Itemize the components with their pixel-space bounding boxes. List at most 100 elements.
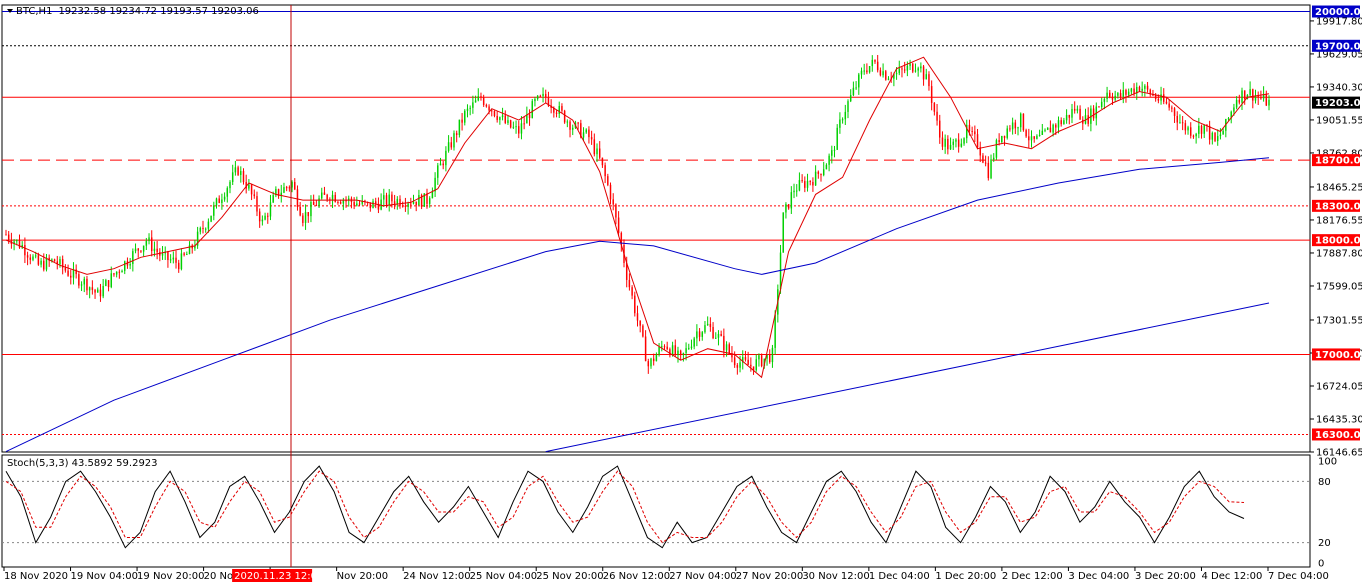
y-axis-tick-label: 16435.30 (1316, 415, 1362, 426)
candle-body (647, 361, 650, 367)
candle-body (555, 112, 558, 114)
header-dropdown-icon[interactable] (7, 9, 13, 13)
candle-body (1133, 88, 1135, 94)
candle-body (879, 70, 882, 76)
long-ma-line (545, 302, 1270, 453)
candle-body (504, 115, 507, 123)
candle-body (447, 142, 450, 151)
candle-body (480, 96, 482, 98)
candle-body (1181, 122, 1184, 124)
candle-body (1025, 130, 1027, 137)
candle-body (922, 66, 925, 80)
candle-body (264, 215, 266, 220)
candle-body (898, 68, 901, 74)
candle-body (493, 110, 496, 116)
candle-body (982, 155, 984, 163)
candle-body (590, 137, 593, 140)
level-label: 18000.00 (1315, 236, 1362, 247)
candle-body (545, 93, 547, 98)
candle-body (966, 124, 968, 139)
candle-body (1092, 108, 1095, 119)
candle-body (118, 271, 121, 273)
candle-body (642, 325, 644, 337)
candle-body (482, 97, 485, 105)
candle-body (577, 122, 579, 124)
candle-body (426, 193, 428, 204)
candle-body (949, 144, 952, 150)
candle-body (385, 195, 388, 205)
candle-body (137, 248, 139, 251)
current-price-tag (1312, 96, 1360, 109)
candle-body (501, 115, 504, 118)
candle-body (272, 195, 274, 203)
candle-body (237, 167, 239, 175)
stoch-signal-line (5, 470, 1245, 544)
y-axis-tick-label: 18762.80 (1316, 148, 1362, 159)
candle-body (1022, 113, 1025, 131)
candle-body (1006, 128, 1008, 138)
x-axis-tick-label: 2 Dec 12:00 (1002, 571, 1063, 582)
candle-body (655, 354, 658, 362)
candle-body (957, 139, 960, 147)
candle-body (849, 95, 852, 102)
candle-body (1095, 106, 1098, 119)
y-axis-tick-label: 19629.05 (1316, 49, 1362, 60)
candle-body (1063, 120, 1065, 125)
y-axis-tick-label: 18176.55 (1316, 215, 1362, 226)
candle-body (240, 171, 242, 175)
x-axis-tick-label: 4 Dec 12:00 (1201, 571, 1262, 582)
candle-body (204, 228, 207, 230)
candle-body (620, 232, 623, 245)
candle-body (871, 59, 874, 67)
candle-body (299, 206, 301, 216)
candle-body (1219, 134, 1222, 137)
candle-body (976, 134, 979, 148)
candle-body (1068, 114, 1071, 118)
candle-body (107, 280, 110, 288)
candle-body (97, 289, 99, 293)
candle-body (94, 289, 96, 293)
x-axis-tick-label: 27 Nov 04:00 (669, 571, 736, 582)
candle-body (67, 270, 69, 276)
candle-body (760, 355, 763, 367)
candle-body (88, 287, 91, 291)
candle-body (161, 253, 164, 256)
candle-body (1149, 89, 1151, 95)
level-tag-18000.00 (1312, 234, 1360, 247)
candle-body (912, 63, 914, 72)
candle-body (1173, 108, 1176, 116)
candle-body (706, 323, 709, 326)
candle-body (801, 180, 803, 182)
candle-body (43, 260, 45, 270)
candle-body (895, 73, 898, 75)
candle-body (1235, 99, 1238, 108)
candle-body (1243, 90, 1246, 99)
candle-body (979, 147, 981, 156)
candle-body (361, 200, 363, 204)
candle-body (582, 132, 585, 138)
candle-body (1125, 90, 1127, 95)
candle-body (663, 346, 666, 348)
candle-body (267, 215, 269, 217)
candle-body (671, 345, 674, 356)
candle-body (283, 187, 285, 193)
candle-body (323, 192, 326, 195)
candle-body (1111, 96, 1114, 100)
candle-body (790, 192, 793, 209)
y-axis-tick-label: 17301.55 (1316, 315, 1362, 326)
candle-body (312, 201, 315, 205)
candle-body (258, 211, 261, 222)
candle-body (1098, 106, 1100, 108)
candle-body (536, 95, 539, 100)
candle-body (1084, 115, 1087, 124)
candle-body (1009, 128, 1011, 130)
candle-body (1214, 132, 1216, 142)
candle-body (804, 181, 806, 188)
candle-body (145, 240, 148, 246)
candle-body (469, 107, 471, 109)
candle-body (795, 190, 798, 192)
candle-body (1103, 98, 1106, 102)
candle-body (1216, 136, 1219, 142)
